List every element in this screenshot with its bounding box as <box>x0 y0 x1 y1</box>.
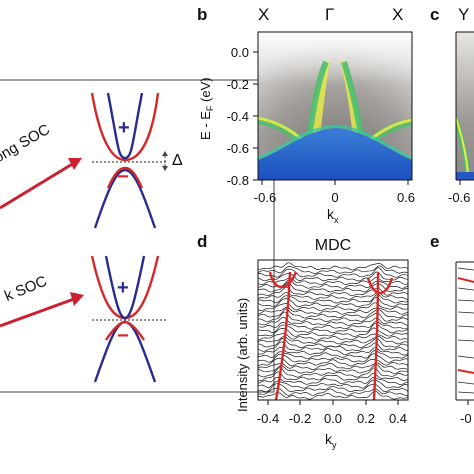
panel-d-x-tick-2: 0.0 <box>324 411 342 426</box>
mdc-curve <box>258 293 408 304</box>
panel-d-title: MDC <box>315 237 351 254</box>
panel-d-x-tick-4: 0.4 <box>389 411 407 426</box>
mdc-curve <box>258 376 408 385</box>
mdc-curve <box>258 346 408 356</box>
mdc-peak-tracks <box>268 271 394 400</box>
panel-b-y-tick-1: -0.2 <box>227 77 249 92</box>
mdc-curve <box>258 316 408 326</box>
peak-track-right <box>372 271 380 400</box>
panel-e: e -0 <box>430 232 474 426</box>
mdc-curve <box>258 296 408 308</box>
mdc-curve <box>258 323 408 334</box>
panel-b-letter: b <box>197 5 207 24</box>
mdc-curve <box>258 271 408 282</box>
panel-b-x-ticks <box>261 180 409 185</box>
mdc-curve <box>258 341 408 352</box>
minus-sign-strong: − <box>117 166 129 188</box>
mdc-curve <box>258 367 408 378</box>
plus-sign-strong: + <box>118 117 130 139</box>
panel-b-y-tick-4: -0.8 <box>227 173 249 188</box>
mdc-curve <box>258 362 408 370</box>
weak-soc-label: k SOC <box>2 273 49 305</box>
strong-soc-arrow <box>0 158 82 210</box>
mdc-curve <box>258 371 408 382</box>
arpes-image-c <box>456 32 474 180</box>
mdc-curve <box>258 383 408 393</box>
mdc-curves <box>258 262 408 400</box>
panel-d-letter: d <box>197 232 207 251</box>
panel-d-x-tick-3: 0.2 <box>357 411 375 426</box>
gap-label: Δ <box>172 152 183 169</box>
panel-b-y-ticks <box>253 51 258 181</box>
panel-c-top-label: Y <box>458 5 469 24</box>
peak-track-left <box>274 271 292 400</box>
panel-e-x-tick: -0 <box>460 411 472 426</box>
mdc-curve <box>258 308 408 319</box>
panel-c: c Y -0.6 <box>430 5 474 205</box>
panel-b-y-tick-2: -0.4 <box>227 109 249 124</box>
panel-b-x-tick-1: 0 <box>331 190 338 205</box>
panel-a: ong SOC k SOC + − Δ + − <box>0 79 275 393</box>
mdc-curve <box>258 307 408 315</box>
panel-d-y-axis-label: Intensity (arb. units) <box>235 298 250 412</box>
panel-b-top-label-left: X <box>258 5 269 24</box>
minus-sign-weak: − <box>117 325 129 347</box>
mdc-curve <box>258 279 408 289</box>
panel-b-y-tick-3: -0.6 <box>227 141 249 156</box>
weak-soc-arrow <box>0 292 84 328</box>
mdc-curve <box>258 311 408 323</box>
mdc-curve <box>258 277 408 285</box>
panel-b-x-tick-2: 0.6 <box>397 190 415 205</box>
plus-sign-weak: + <box>117 277 129 299</box>
panel-b-y-axis-label: E - EF (eV) <box>198 77 215 140</box>
mdc-curve <box>258 267 408 278</box>
panel-d-x-tick-0: -0.4 <box>257 411 279 426</box>
band-diagram-weak <box>90 255 168 383</box>
mdc-curve <box>258 265 408 274</box>
mdc-curve <box>258 390 408 400</box>
mdc-curve <box>258 320 408 330</box>
panel-b-top-label-center: Γ <box>325 5 334 24</box>
mdc-curve <box>258 291 408 300</box>
mdc-curve <box>258 387 408 397</box>
mdc-curve <box>258 302 408 311</box>
mdc-curve <box>258 262 408 271</box>
panel-b-y-tick-0: 0.0 <box>231 45 249 60</box>
panel-b: b X Γ X 0.0 -0. <box>197 5 415 225</box>
mdc-curve <box>258 327 408 337</box>
panel-a-frame <box>0 79 275 393</box>
panel-d: d MDC Intensity (arb. units) -0.4 -0.2 0… <box>197 232 409 450</box>
panel-b-x-axis-label: kx <box>327 206 339 225</box>
peak-arc-left <box>268 271 298 289</box>
panel-d-x-tick-1: -0.2 <box>289 411 311 426</box>
band-diagram-strong <box>90 92 168 229</box>
peak-arc-right <box>366 277 394 295</box>
mdc-curve <box>258 363 408 374</box>
panel-b-top-label-right: X <box>392 5 403 24</box>
panel-c-letter: c <box>430 5 439 24</box>
mdc-curve <box>258 379 408 389</box>
mdc-curve <box>258 333 408 341</box>
panel-d-x-ticks <box>267 400 399 405</box>
panel-e-letter: e <box>430 232 439 251</box>
arpes-image-b <box>258 32 412 180</box>
panel-e-curves <box>457 267 474 394</box>
strong-soc-label: ong SOC <box>0 121 53 167</box>
panel-b-x-tick-0: -0.6 <box>254 190 276 205</box>
panel-d-x-axis-label: ky <box>325 431 337 450</box>
mdc-curve <box>258 335 408 345</box>
panel-c-x-tick: -0.6 <box>448 190 470 205</box>
